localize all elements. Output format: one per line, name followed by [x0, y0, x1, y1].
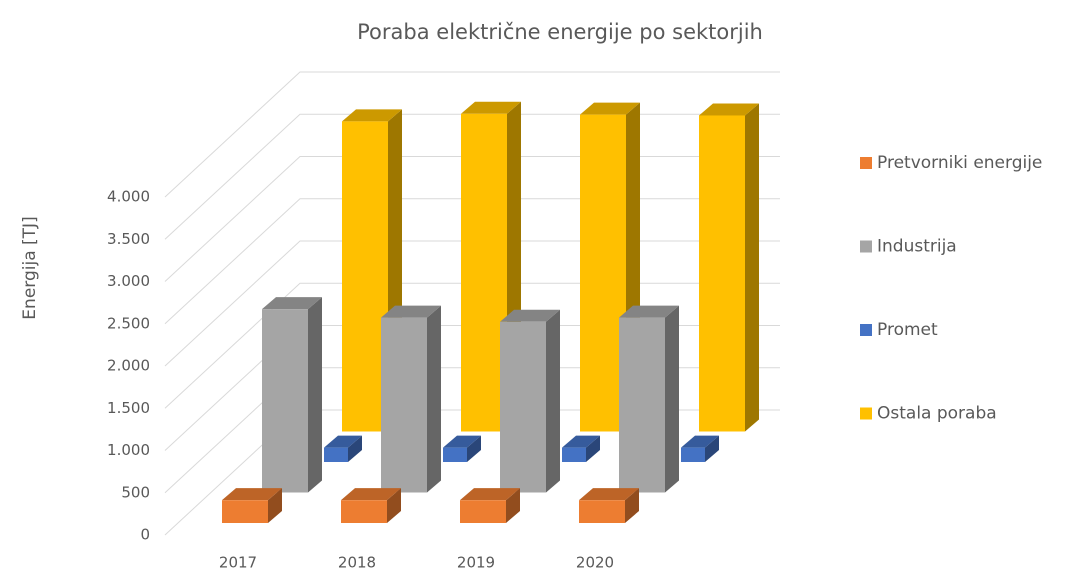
- grid-line: [164, 71, 780, 198]
- bar-top: [341, 488, 401, 501]
- y-tick-label: 4.000: [107, 188, 150, 206]
- bar-side: [705, 435, 719, 462]
- bar-top: [324, 435, 362, 448]
- bar-top: [460, 488, 520, 501]
- bar-side: [268, 488, 282, 523]
- bar-top: [580, 102, 640, 115]
- bar-side: [308, 297, 322, 493]
- bar: [443, 447, 467, 462]
- chart-title: Poraba električne energije po sektorjih: [357, 20, 763, 44]
- bar: [461, 113, 507, 432]
- x-tick-label: 2017: [219, 554, 257, 572]
- y-tick-label: 3.500: [107, 230, 150, 248]
- bar: [699, 115, 745, 432]
- bar: [500, 321, 546, 493]
- bar-side: [625, 488, 639, 523]
- bar-top: [562, 435, 600, 448]
- y-tick-label: 1.000: [107, 441, 150, 459]
- bar: [460, 500, 506, 523]
- bar: [619, 317, 665, 493]
- legend-swatch: [860, 407, 872, 420]
- bar: [381, 317, 427, 493]
- bar: [681, 447, 705, 462]
- bar-top: [500, 309, 560, 322]
- x-tick-label: 2018: [338, 554, 376, 572]
- bar-top: [262, 297, 322, 310]
- y-tick-label: 2.500: [107, 314, 150, 332]
- legend-label: Promet: [877, 320, 938, 340]
- legend-swatch: [860, 240, 872, 253]
- bar-top: [381, 305, 441, 318]
- legend-label: Industrija: [877, 237, 957, 257]
- x-tick-label: 2019: [457, 554, 495, 572]
- bar-top: [619, 305, 679, 318]
- bar-side: [348, 435, 362, 462]
- bar-side: [427, 305, 441, 493]
- legend-label: Pretvorniki energije: [877, 153, 1042, 173]
- legend-swatch: [860, 324, 872, 336]
- y-tick-label: 3.000: [107, 272, 150, 290]
- bar-side: [665, 305, 679, 493]
- x-tick-label: 2020: [576, 554, 614, 572]
- y-tick-label: 0: [140, 526, 150, 544]
- bar: [579, 500, 625, 523]
- bar-top: [222, 488, 282, 501]
- legend-swatch: [860, 157, 872, 169]
- bar-side: [467, 435, 481, 462]
- bar-top: [443, 435, 481, 448]
- y-axis-title: Energija [TJ]: [20, 216, 40, 319]
- bar-side: [745, 103, 759, 432]
- y-tick-label: 500: [121, 483, 150, 501]
- bar: [342, 121, 388, 432]
- bar-top: [579, 488, 639, 501]
- bar-side: [387, 488, 401, 523]
- bar-top: [699, 103, 759, 116]
- bar-top: [461, 101, 521, 114]
- bar-side: [586, 435, 600, 462]
- bar: [562, 447, 586, 462]
- bar: [324, 447, 348, 462]
- y-tick-label: 1.500: [107, 399, 150, 417]
- bar-side: [506, 488, 520, 523]
- y-tick-label: 2.000: [107, 357, 150, 375]
- bar-top: [681, 435, 719, 448]
- bar: [222, 500, 268, 523]
- bar-side: [546, 309, 560, 493]
- bar: [341, 500, 387, 523]
- bar: [262, 309, 308, 493]
- bar: [580, 114, 626, 432]
- bar-top: [342, 109, 402, 122]
- legend-label: Ostala poraba: [877, 404, 997, 424]
